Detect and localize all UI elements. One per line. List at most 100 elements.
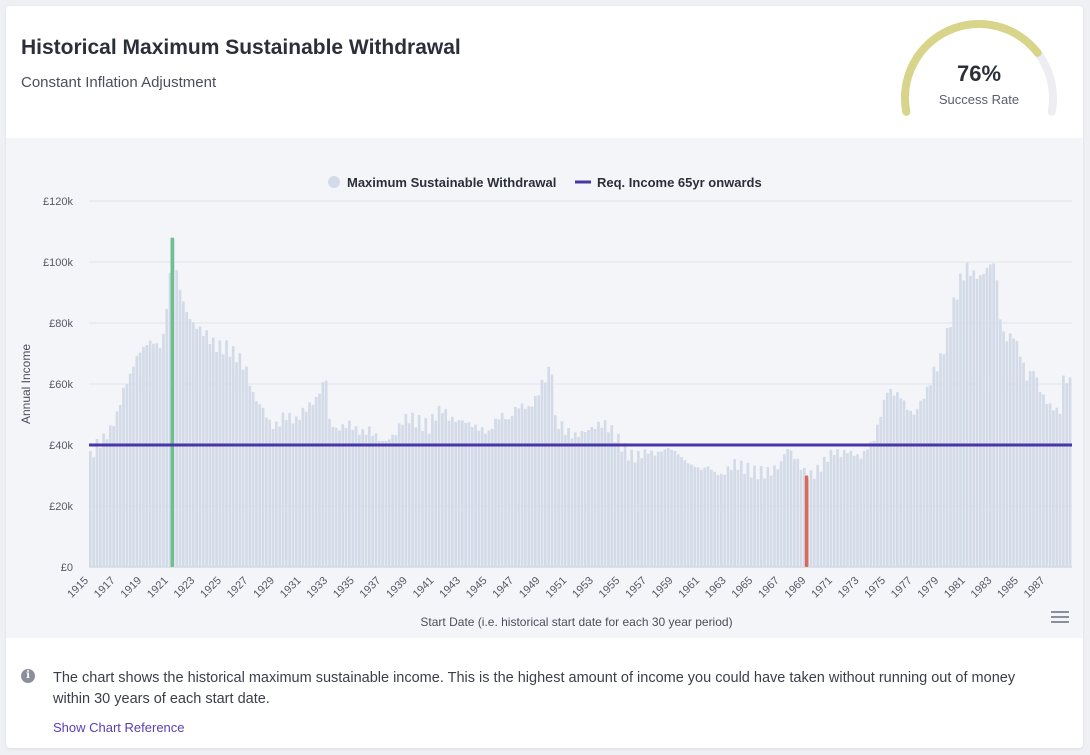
withdrawal-bar [1045, 404, 1049, 567]
withdrawal-bar [915, 409, 919, 567]
withdrawal-bar [377, 440, 381, 567]
withdrawal-bar [743, 473, 746, 567]
x-tick-label: 1929 [251, 575, 277, 601]
withdrawal-bar [122, 387, 125, 567]
show-chart-reference-link[interactable]: Show Chart Reference [53, 720, 185, 735]
withdrawal-bar [842, 450, 846, 567]
withdrawal-bar [108, 425, 112, 567]
withdrawal-bar [985, 267, 989, 567]
withdrawal-bar [895, 392, 899, 567]
x-tick-label: 1915 [65, 575, 91, 601]
withdrawal-bar [929, 385, 932, 567]
withdrawal-bar [998, 319, 1002, 567]
withdrawal-bar [557, 429, 560, 567]
withdrawal-bar [407, 423, 411, 567]
withdrawal-bar [298, 420, 301, 567]
withdrawal-bar [749, 477, 753, 567]
withdrawal-bar [318, 393, 321, 567]
chart-menu-icon[interactable] [1051, 611, 1069, 625]
highlight-bar-min [804, 475, 809, 567]
withdrawal-bar [205, 330, 208, 567]
withdrawal-bar [344, 427, 348, 567]
withdrawal-bar [663, 449, 667, 567]
withdrawal-bar [251, 391, 255, 567]
withdrawal-bar [427, 433, 431, 567]
withdrawal-bar [1008, 333, 1012, 567]
withdrawal-bar [547, 366, 551, 567]
withdrawal-bar [633, 462, 637, 567]
withdrawal-bar [610, 425, 614, 567]
withdrawal-bar [713, 471, 717, 567]
withdrawal-bar [195, 328, 198, 567]
withdrawal-bar [261, 407, 265, 567]
withdrawal-bar [1032, 370, 1035, 567]
withdrawal-bar [839, 457, 843, 567]
withdrawal-bar [1055, 407, 1059, 567]
withdrawal-bar [876, 424, 879, 567]
withdrawal-bar [89, 451, 92, 567]
withdrawal-bar [650, 450, 653, 567]
withdrawal-bar [543, 382, 547, 567]
withdrawal-bar [1068, 377, 1072, 567]
x-tick-label: 1917 [92, 575, 118, 601]
withdrawal-bar [95, 438, 99, 567]
x-tick-label: 1921 [145, 575, 171, 601]
chart-subtitle: Constant Inflation Adjustment [21, 74, 217, 91]
withdrawal-bar [391, 434, 394, 567]
withdrawal-bar [979, 275, 982, 567]
withdrawal-bar [504, 419, 507, 567]
withdrawal-bar [291, 423, 295, 567]
withdrawal-bar [334, 427, 338, 567]
withdrawal-bar [676, 454, 680, 567]
withdrawal-bar [965, 262, 969, 567]
withdrawal-bar [354, 426, 358, 567]
withdrawal-bar [467, 422, 471, 567]
withdrawal-bar [324, 380, 328, 567]
withdrawal-bar [862, 451, 866, 567]
withdrawal-bar [1012, 338, 1015, 567]
withdrawal-bar [889, 388, 893, 567]
withdrawal-bar [394, 435, 398, 567]
withdrawal-bar [274, 421, 278, 567]
withdrawal-bar [939, 353, 942, 567]
withdrawal-bar [580, 431, 584, 567]
x-tick-label: 1947 [490, 575, 516, 601]
x-tick-label: 1933 [304, 575, 330, 601]
y-tick-label: £20k [49, 501, 73, 513]
withdrawal-bar [208, 344, 212, 567]
withdrawal-bar [846, 453, 849, 567]
x-tick-label: 1983 [969, 575, 995, 601]
withdrawal-bar [905, 409, 909, 567]
withdrawal-bar [524, 408, 527, 567]
withdrawal-bar [464, 422, 467, 567]
withdrawal-bar [530, 406, 534, 567]
x-tick-label: 1925 [198, 575, 224, 601]
withdrawal-bar [381, 440, 384, 567]
withdrawal-bar [138, 352, 142, 567]
withdrawal-bar [640, 458, 644, 567]
x-tick-label: 1949 [517, 575, 543, 601]
withdrawal-bar [348, 420, 351, 567]
x-tick-label: 1935 [331, 575, 357, 601]
withdrawal-bar [1002, 331, 1005, 567]
withdrawal-bar [404, 414, 408, 567]
withdrawal-bar [779, 461, 783, 567]
withdrawal-bar [424, 417, 428, 567]
chart-title: Historical Maximum Sustainable Withdrawa… [21, 36, 461, 59]
withdrawal-bar [859, 458, 863, 567]
withdrawal-bar [816, 464, 820, 567]
withdrawal-bar [766, 466, 770, 567]
withdrawal-bar [421, 430, 424, 567]
withdrawal-bar [235, 362, 238, 567]
withdrawal-bar [723, 474, 727, 567]
withdrawal-bar [982, 273, 986, 567]
withdrawal-bar [414, 427, 418, 567]
chart-legend: Maximum Sustainable Withdrawal Req. Incom… [328, 175, 762, 190]
withdrawal-bar [507, 419, 511, 567]
withdrawal-bar [148, 340, 152, 567]
withdrawal-bar [789, 450, 793, 567]
withdrawal-bar [417, 414, 421, 567]
withdrawal-bar [670, 449, 673, 567]
withdrawal-bar [563, 434, 567, 567]
chart-area: Maximum Sustainable Withdrawal Req. Incom… [6, 138, 1083, 638]
